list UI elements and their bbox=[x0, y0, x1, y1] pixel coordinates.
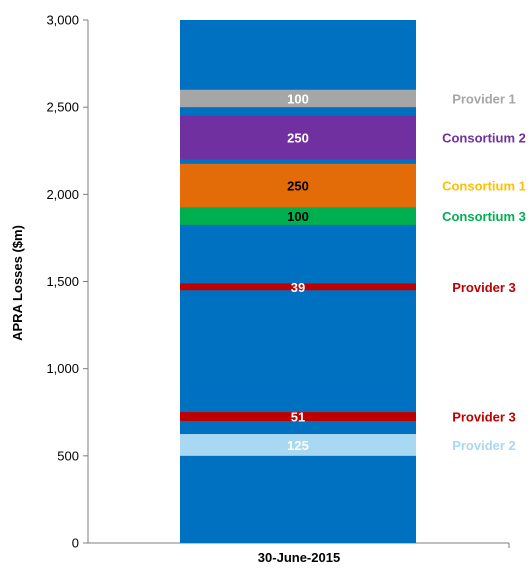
y-axis-title: APRA Losses ($m) bbox=[10, 225, 25, 341]
y-tick-label: 2,000 bbox=[46, 187, 79, 202]
bar-segment bbox=[180, 283, 416, 291]
y-tick-label: 3,000 bbox=[46, 13, 79, 28]
segment-name-label: Consortium 3 bbox=[442, 209, 526, 224]
axes: 0 500 1,000 1,500 2,000 2,500 3,000 bbox=[46, 13, 510, 551]
segment-labels: 125 Provider 2 51 Provider 3 39 Provider 3 100… bbox=[287, 91, 526, 452]
segment-name-label: Provider 2 bbox=[452, 438, 516, 453]
segment-name-label: Provider 3 bbox=[452, 280, 516, 295]
y-tick-label: 500 bbox=[57, 448, 79, 463]
segment-value-label: 125 bbox=[287, 438, 309, 453]
bar-segment bbox=[180, 207, 416, 225]
segment-value-label: 51 bbox=[291, 410, 305, 425]
segment-value-label: 39 bbox=[291, 280, 305, 295]
y-tick-label: 2,500 bbox=[46, 100, 79, 115]
segment-name-label: Consortium 1 bbox=[442, 179, 526, 194]
bar-area bbox=[180, 20, 416, 543]
bar-segment bbox=[180, 412, 416, 421]
segment-value-label: 250 bbox=[287, 179, 309, 194]
bar-segment bbox=[180, 163, 416, 208]
segment-name-label: Provider 3 bbox=[452, 410, 516, 425]
bar-segment bbox=[180, 115, 416, 160]
y-tick-label: 1,500 bbox=[46, 274, 79, 289]
y-tick-label: 1,000 bbox=[46, 361, 79, 376]
bar-segment bbox=[180, 434, 416, 456]
segment-value-label: 100 bbox=[287, 209, 309, 224]
segment-name-label: Provider 1 bbox=[452, 91, 516, 106]
x-category-label: 30-June-2015 bbox=[258, 550, 340, 565]
segment-value-label: 250 bbox=[287, 131, 309, 146]
segment-value-label: 100 bbox=[287, 91, 309, 106]
y-tick-label: 0 bbox=[72, 536, 79, 551]
bar-segment bbox=[180, 89, 416, 108]
segment-name-label: Consortium 2 bbox=[442, 131, 526, 146]
